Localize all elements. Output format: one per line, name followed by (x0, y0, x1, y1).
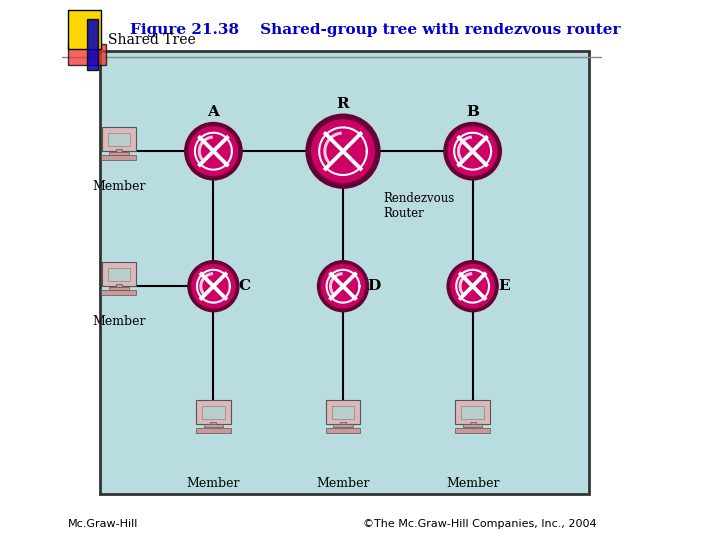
Text: C: C (238, 279, 251, 293)
FancyBboxPatch shape (210, 422, 217, 426)
Text: Figure 21.38    Shared-group tree with rendezvous router: Figure 21.38 Shared-group tree with rend… (130, 23, 620, 37)
FancyBboxPatch shape (68, 44, 107, 65)
Circle shape (185, 123, 242, 180)
Text: Shared Tree: Shared Tree (108, 33, 196, 48)
Circle shape (306, 114, 380, 188)
FancyBboxPatch shape (116, 149, 122, 153)
Circle shape (192, 265, 235, 308)
FancyBboxPatch shape (109, 287, 129, 290)
FancyBboxPatch shape (102, 127, 136, 151)
Circle shape (451, 265, 494, 308)
Circle shape (447, 261, 498, 312)
FancyBboxPatch shape (100, 51, 589, 494)
Text: ©The Mc.Graw-Hill Companies, Inc., 2004: ©The Mc.Graw-Hill Companies, Inc., 2004 (363, 519, 597, 529)
FancyBboxPatch shape (204, 424, 223, 428)
Text: D: D (368, 279, 381, 293)
Circle shape (188, 261, 239, 312)
Circle shape (189, 127, 238, 176)
Text: R: R (337, 97, 349, 111)
FancyBboxPatch shape (333, 424, 353, 428)
Circle shape (318, 261, 369, 312)
FancyBboxPatch shape (102, 290, 136, 295)
FancyBboxPatch shape (108, 268, 130, 281)
FancyBboxPatch shape (455, 400, 490, 424)
Text: Mc.Graw-Hill: Mc.Graw-Hill (68, 519, 138, 529)
FancyBboxPatch shape (340, 422, 346, 426)
Text: A: A (207, 105, 220, 119)
FancyBboxPatch shape (109, 152, 129, 155)
FancyBboxPatch shape (469, 422, 476, 426)
FancyBboxPatch shape (325, 428, 361, 433)
FancyBboxPatch shape (108, 133, 130, 146)
Circle shape (312, 120, 374, 183)
Text: Member: Member (92, 315, 145, 328)
FancyBboxPatch shape (455, 428, 490, 433)
FancyBboxPatch shape (102, 155, 136, 160)
FancyBboxPatch shape (196, 400, 230, 424)
FancyBboxPatch shape (116, 284, 122, 288)
Text: Member: Member (316, 477, 370, 490)
FancyBboxPatch shape (196, 428, 231, 433)
FancyBboxPatch shape (462, 406, 484, 418)
Circle shape (444, 123, 501, 180)
Text: Rendezvous
Router: Rendezvous Router (384, 192, 455, 220)
FancyBboxPatch shape (68, 10, 101, 49)
FancyBboxPatch shape (202, 406, 225, 418)
Circle shape (449, 127, 497, 176)
FancyBboxPatch shape (332, 406, 354, 418)
Text: Member: Member (92, 180, 145, 193)
FancyBboxPatch shape (87, 19, 98, 70)
Text: B: B (466, 105, 479, 119)
Text: Member: Member (446, 477, 500, 490)
Text: E: E (498, 279, 510, 293)
FancyBboxPatch shape (463, 424, 482, 428)
FancyBboxPatch shape (325, 400, 360, 424)
FancyBboxPatch shape (102, 262, 136, 286)
Circle shape (321, 265, 364, 308)
Text: Member: Member (186, 477, 240, 490)
